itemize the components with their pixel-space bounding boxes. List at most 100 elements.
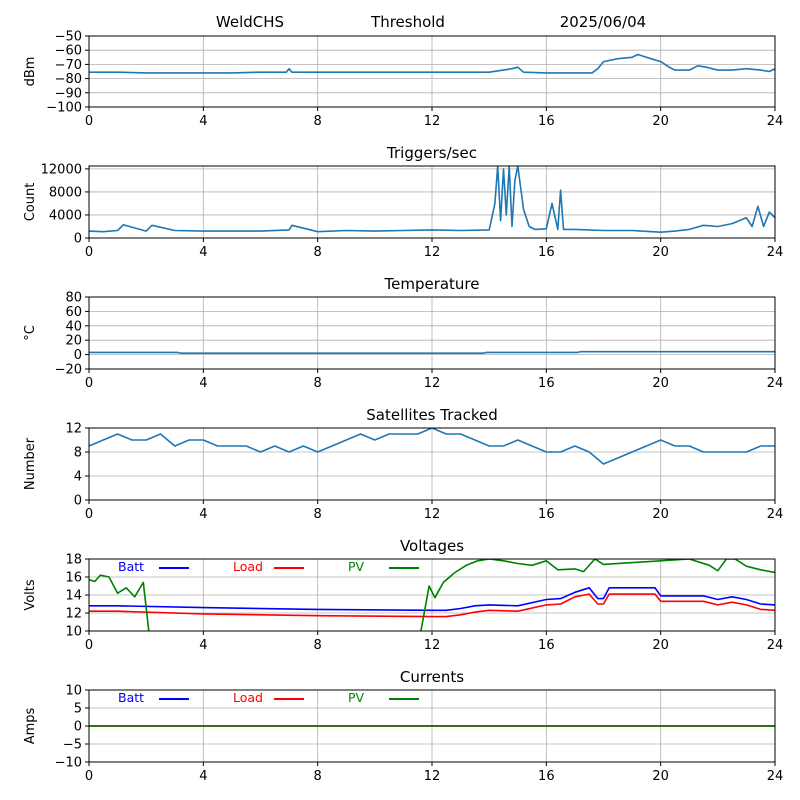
y-tick-label: −5 xyxy=(63,738,82,753)
y-tick-label: 0 xyxy=(74,494,82,509)
x-tick-label: 16 xyxy=(538,245,555,260)
x-tick-label: 12 xyxy=(424,638,441,653)
x-tick-label: 0 xyxy=(85,507,93,522)
y-tick-label: 12000 xyxy=(41,162,82,177)
y-tick-label: 4 xyxy=(74,470,82,485)
series-line-1 xyxy=(89,166,775,233)
y-tick-label: 4000 xyxy=(49,208,82,223)
x-tick-label: 24 xyxy=(767,114,784,129)
legend-label: Batt xyxy=(118,559,144,574)
y-tick-label: −10 xyxy=(55,756,82,771)
y-tick-label: 12 xyxy=(65,422,82,437)
chart-title: Temperature xyxy=(383,275,479,293)
x-tick-label: 4 xyxy=(199,769,207,784)
x-tick-label: 16 xyxy=(538,507,555,522)
y-tick-label: −80 xyxy=(55,72,82,87)
chart-panel-4: 0 4 8 12 16 20 24 0 4 8 12 Satellites Tracked Number xyxy=(23,406,783,522)
series-line-batt xyxy=(89,586,775,612)
x-tick-label: 20 xyxy=(652,376,669,391)
y-tick-label: 8000 xyxy=(49,185,82,200)
station-name: WeldCHS xyxy=(216,13,284,31)
y-tick-label: 0 xyxy=(74,720,82,735)
series-line-load xyxy=(89,593,775,618)
legend-label: Load xyxy=(233,690,263,705)
chart-title: Triggers/sec xyxy=(386,144,477,162)
chart-title: Voltages xyxy=(400,537,464,555)
x-tick-label: 12 xyxy=(424,507,441,522)
x-tick-label: 24 xyxy=(767,638,784,653)
x-tick-label: 16 xyxy=(538,114,555,129)
x-tick-label: 4 xyxy=(199,245,207,260)
x-tick-label: 12 xyxy=(424,114,441,129)
date-label: 2025/06/04 xyxy=(560,13,646,31)
x-tick-label: 24 xyxy=(767,769,784,784)
chart-title: Satellites Tracked xyxy=(366,406,497,424)
x-tick-label: 20 xyxy=(652,114,669,129)
x-tick-label: 8 xyxy=(314,638,322,653)
y-tick-label: 10 xyxy=(65,625,82,640)
chart-panel-5: 0 4 8 12 16 20 24 10 12 14 16 18 Voltages Volts Batt Lo… xyxy=(23,537,783,653)
y-tick-label: −50 xyxy=(55,30,82,45)
chart-title: Currents xyxy=(400,668,464,686)
x-tick-label: 8 xyxy=(314,114,322,129)
y-axis-label: Amps xyxy=(23,707,38,744)
y-tick-label: 8 xyxy=(74,446,82,461)
legend-label: Load xyxy=(233,559,263,574)
y-axis-label: Number xyxy=(23,437,38,490)
x-tick-label: 16 xyxy=(538,769,555,784)
x-tick-label: 8 xyxy=(314,245,322,260)
x-tick-label: 4 xyxy=(199,114,207,129)
y-tick-label: 18 xyxy=(65,553,82,568)
legend-label: PV xyxy=(348,559,365,574)
y-axis-label: °C xyxy=(23,325,38,341)
x-tick-label: 4 xyxy=(199,638,207,653)
x-tick-label: 0 xyxy=(85,245,93,260)
series-line-1 xyxy=(89,53,775,74)
y-tick-label: −90 xyxy=(55,86,82,101)
y-tick-label: −100 xyxy=(46,101,82,116)
legend-label: Batt xyxy=(118,690,144,705)
x-tick-label: 8 xyxy=(314,507,322,522)
y-tick-label: 80 xyxy=(65,291,82,306)
y-tick-label: 10 xyxy=(65,684,82,699)
y-tick-label: 14 xyxy=(65,589,82,604)
y-axis-label: Volts xyxy=(23,579,38,611)
x-tick-label: 12 xyxy=(424,376,441,391)
chart-panel-1: 0 4 8 12 16 20 24 −100−90−80−70−60−50 dBm xyxy=(23,30,783,130)
x-tick-label: 24 xyxy=(767,507,784,522)
mode-label: Threshold xyxy=(370,13,445,31)
chart-panel-2: 0 4 8 12 16 20 24 0 4000 8000 12000 Triggers/sec Cou… xyxy=(23,144,783,260)
y-tick-label: 5 xyxy=(74,702,82,717)
chart-panel-6: 0 4 8 12 16 20 24 −10 −5 0 5 10 Currents Amps Batt Load… xyxy=(23,668,783,784)
y-tick-label: 20 xyxy=(65,334,82,349)
x-tick-label: 20 xyxy=(652,769,669,784)
x-tick-label: 24 xyxy=(767,245,784,260)
y-tick-label: 16 xyxy=(65,571,82,586)
y-tick-label: 60 xyxy=(65,305,82,320)
x-tick-label: 20 xyxy=(652,245,669,260)
x-tick-label: 24 xyxy=(767,376,784,391)
y-tick-label: −60 xyxy=(55,44,82,59)
y-axis-label: Count xyxy=(23,183,38,222)
y-tick-label: 12 xyxy=(65,607,82,622)
x-tick-label: 8 xyxy=(314,376,322,391)
series-line-pv xyxy=(89,559,775,631)
y-tick-label: 0 xyxy=(74,348,82,363)
y-tick-label: −70 xyxy=(55,58,82,73)
x-tick-label: 0 xyxy=(85,769,93,784)
y-tick-label: 40 xyxy=(65,319,82,334)
x-tick-label: 12 xyxy=(424,245,441,260)
x-tick-label: 12 xyxy=(424,769,441,784)
series-line-1 xyxy=(89,428,775,465)
x-tick-label: 20 xyxy=(652,638,669,653)
y-tick-label: −20 xyxy=(55,363,82,378)
x-tick-label: 0 xyxy=(85,638,93,653)
x-tick-label: 8 xyxy=(314,769,322,784)
y-axis-label: dBm xyxy=(23,57,38,87)
x-tick-label: 4 xyxy=(199,376,207,391)
x-tick-label: 0 xyxy=(85,376,93,391)
x-tick-label: 4 xyxy=(199,507,207,522)
legend-label: PV xyxy=(348,690,365,705)
